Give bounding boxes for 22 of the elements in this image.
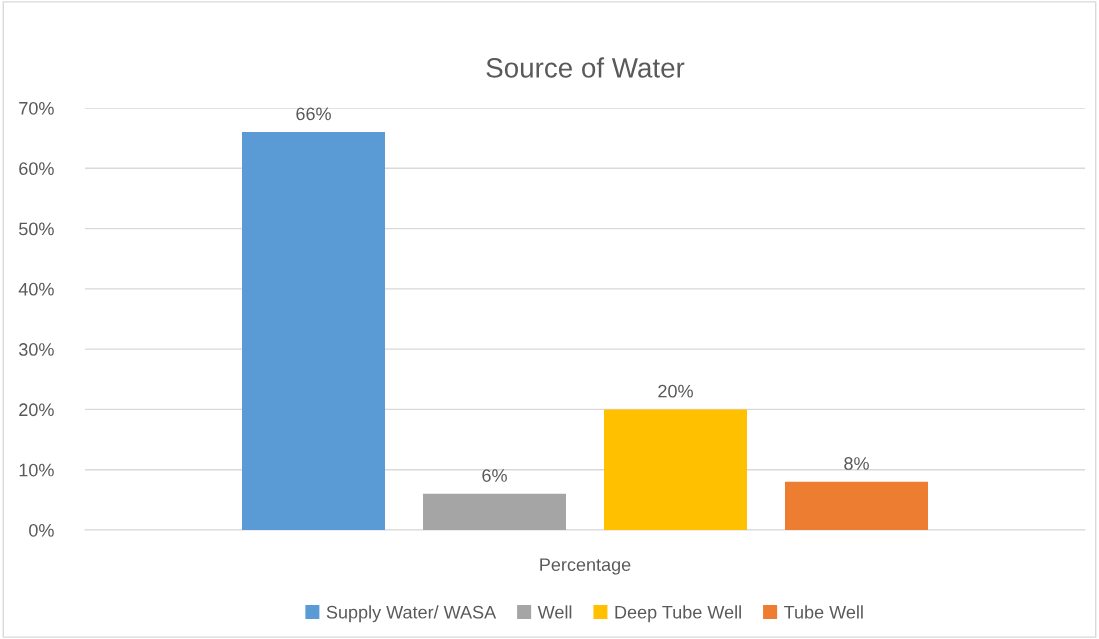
bar (604, 409, 747, 530)
data-label: 66% (296, 107, 331, 121)
bar (785, 481, 928, 530)
x-tick-label: Percentage (540, 558, 631, 575)
y-tick-label: 40% (18, 282, 54, 296)
bar (423, 493, 566, 530)
chart-title: Source of Water (486, 57, 685, 78)
y-tick-label: 30% (19, 343, 54, 356)
y-tick-label: 70% (19, 101, 54, 115)
data-label: 6% (482, 469, 507, 482)
y-tick-label: 0% (29, 523, 54, 537)
y-tick-label: 50% (19, 222, 54, 236)
y-tick-label: 10% (19, 463, 54, 477)
legend-label: Supply Water/ WASA (326, 605, 497, 623)
y-tick-label: 20% (19, 403, 54, 417)
data-label: 20% (658, 384, 693, 398)
bar (242, 132, 385, 530)
legend-label: Deep Tube Well (615, 605, 741, 623)
legend-label: Well (537, 605, 572, 619)
data-label: 8% (844, 457, 869, 470)
legend-label: Tube Well (784, 605, 863, 619)
y-tick-label: 60% (19, 162, 54, 176)
